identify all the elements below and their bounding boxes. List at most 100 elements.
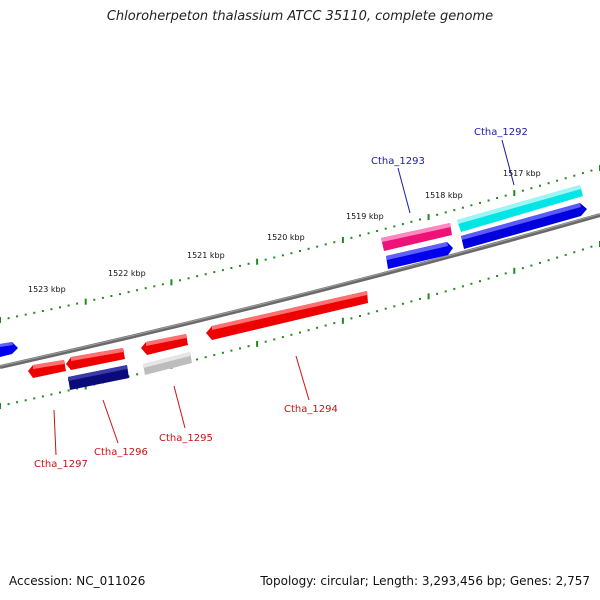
major-tick <box>513 267 516 274</box>
minor-tick <box>230 349 233 352</box>
minor-tick <box>359 234 361 237</box>
minor-tick <box>273 338 276 341</box>
minor-tick <box>50 393 53 396</box>
major-tick <box>427 293 430 300</box>
leader-line <box>173 385 186 429</box>
major-tick <box>256 258 259 265</box>
minor-tick <box>384 307 387 310</box>
tick-label: 1519 kbp <box>346 212 384 221</box>
gene-label-ctha-1293[interactable]: Ctha_1293 <box>371 156 425 167</box>
gene-ctha-1297[interactable] <box>28 360 66 378</box>
minor-tick <box>393 225 396 228</box>
gene-ctha-1296-cds[interactable] <box>68 365 129 390</box>
minor-tick <box>367 232 370 235</box>
minor-tick <box>564 177 567 180</box>
minor-tick <box>16 315 19 318</box>
minor-tick <box>393 305 396 308</box>
gene-label-ctha-1294[interactable]: Ctha_1294 <box>284 404 338 415</box>
minor-tick <box>470 204 473 207</box>
minor-tick <box>324 324 327 327</box>
gene-label-ctha-1297[interactable]: Ctha_1297 <box>34 459 88 470</box>
minor-tick <box>436 213 439 216</box>
minor-tick <box>273 256 276 259</box>
minor-tick <box>136 373 139 376</box>
minor-tick <box>204 273 207 276</box>
minor-tick <box>67 389 70 392</box>
gene-label-ctha-1292[interactable]: Ctha_1292 <box>474 127 528 138</box>
minor-tick <box>487 277 490 280</box>
gene-ctha-1294[interactable] <box>206 291 368 340</box>
minor-tick <box>41 395 44 398</box>
minor-tick <box>221 351 224 354</box>
tick-label: 1523 kbp <box>28 285 66 294</box>
major-tick <box>341 317 344 324</box>
minor-tick <box>179 279 181 282</box>
minor-tick <box>33 397 36 400</box>
leader-line <box>397 167 411 214</box>
minor-tick <box>401 223 404 226</box>
minor-tick <box>479 201 481 204</box>
minor-tick <box>247 345 250 348</box>
gene-label-ctha-1296[interactable]: Ctha_1296 <box>94 447 148 458</box>
minor-tick <box>504 194 507 197</box>
minor-tick <box>299 331 301 334</box>
minor-tick <box>127 291 130 294</box>
minor-tick <box>153 285 156 288</box>
minor-tick <box>581 172 584 175</box>
inner-tick-ring <box>0 241 600 409</box>
minor-tick <box>230 267 233 269</box>
leader-line <box>501 139 515 186</box>
gene-ctha-1292-cds[interactable] <box>457 185 583 232</box>
outer-tick-ring <box>0 165 600 323</box>
minor-tick <box>33 311 36 314</box>
minor-tick <box>290 252 293 255</box>
minor-tick <box>444 290 447 293</box>
minor-tick <box>136 289 139 292</box>
minor-tick <box>41 310 44 312</box>
minor-tick <box>521 189 524 192</box>
minor-tick <box>333 322 336 325</box>
gene-ctha-1295-cds[interactable] <box>143 352 192 375</box>
gene-ctha-1296[interactable] <box>66 348 125 370</box>
minor-tick <box>93 298 96 301</box>
minor-tick <box>196 275 199 278</box>
minor-tick <box>187 277 190 280</box>
minor-tick <box>590 169 593 172</box>
minor-tick <box>556 256 559 259</box>
minor-tick <box>521 267 524 270</box>
map-title: Chloroherpeton thalassium ATCC 35110, co… <box>106 9 494 24</box>
minor-tick <box>324 243 327 246</box>
tick-label: 1522 kbp <box>108 269 146 278</box>
major-tick <box>341 237 344 243</box>
gene-ctha-1295[interactable] <box>141 334 188 355</box>
minor-tick <box>470 282 473 285</box>
minor-tick <box>299 250 301 252</box>
topology-text: Topology: circular; Length: 3,293,456 bp… <box>260 574 590 588</box>
minor-tick <box>213 271 216 274</box>
minor-tick <box>581 248 584 251</box>
minor-tick <box>376 230 379 232</box>
gene-label-ctha-1295[interactable]: Ctha_1295 <box>159 433 213 444</box>
genome-backbone <box>0 213 600 369</box>
minor-tick <box>281 254 284 257</box>
minor-tick <box>419 218 421 221</box>
minor-tick <box>436 292 439 295</box>
minor-tick <box>461 285 464 288</box>
minor-tick <box>547 259 550 262</box>
gene-ctha-1293[interactable] <box>386 242 453 269</box>
minor-tick <box>247 262 250 265</box>
gene-ctha-1293-cds[interactable] <box>381 223 452 251</box>
minor-tick <box>573 174 576 177</box>
leader-line <box>295 355 310 401</box>
minor-tick <box>50 308 53 311</box>
minor-tick <box>539 184 541 187</box>
minor-tick <box>453 287 456 290</box>
gene-ctha-1292[interactable] <box>461 203 587 249</box>
minor-tick <box>196 358 199 361</box>
minor-tick <box>67 304 70 307</box>
gene-partial-left[interactable] <box>0 342 18 357</box>
minor-tick <box>547 182 550 185</box>
minor-tick <box>333 241 336 244</box>
minor-tick <box>204 356 207 359</box>
